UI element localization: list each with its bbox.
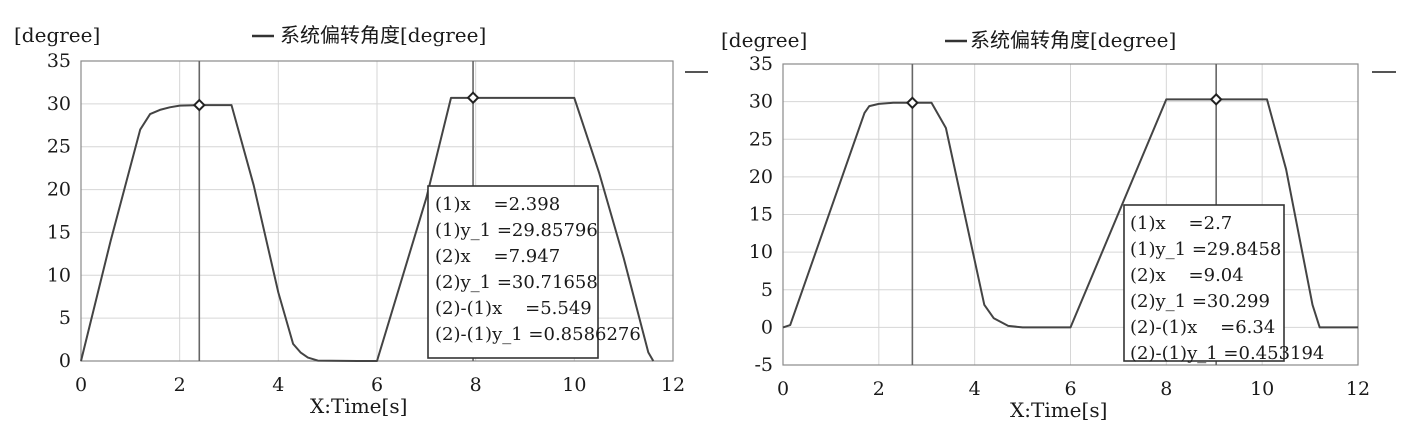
y-tick-label: 25 (47, 136, 71, 158)
x-axis-label-right: X:Time[s] (1010, 398, 1107, 422)
annotation-line: (1)y_1 =29.8458 (1130, 239, 1281, 260)
yticks-left: 0 5 10 15 20 25 30 35 (47, 50, 71, 372)
xticks-left: 0 2 4 6 8 10 12 (75, 374, 685, 396)
y-tick-label: 15 (749, 204, 773, 226)
plot-area-right (782, 63, 1359, 366)
y-tick-label: 20 (47, 179, 71, 201)
x-tick-label: 4 (969, 378, 981, 400)
x-tick-label: 0 (75, 374, 87, 396)
cursor-marker-1[interactable] (905, 96, 919, 110)
curve-right-group (782, 98, 1358, 329)
y-tick-label: 0 (761, 316, 773, 338)
x-tick-label: 4 (272, 374, 284, 396)
y-tick-label: 15 (47, 221, 71, 243)
y-axis-label-left: [degree] (14, 23, 100, 47)
annotation-line: (1)x =2.398 (435, 194, 560, 215)
annotation-line: (2)-(1)x =6.34 (1130, 317, 1275, 338)
x-tick-label: 8 (1160, 378, 1172, 400)
y-axis-label-right: [degree] (721, 28, 807, 52)
annotation-line: (2)x =7.947 (435, 246, 560, 267)
y-tick-label: 20 (749, 166, 773, 188)
x-tick-label: 2 (174, 374, 186, 396)
x-tick-label: 12 (1346, 378, 1370, 400)
annotation-line: (1)y_1 =29.85796 (435, 220, 598, 241)
y-tick-label: -5 (754, 354, 773, 376)
annotation-line: (2)x =9.04 (1130, 265, 1244, 286)
cursor-marker-1[interactable] (192, 98, 206, 112)
y-tick-label: 0 (59, 350, 71, 372)
annotation-line: (2)y_1 =30.71658 (435, 272, 598, 293)
y-tick-label: 5 (59, 307, 71, 329)
annotation-line: (2)y_1 =30.299 (1130, 291, 1270, 312)
annotation-box-left: (1)x =2.398 (1)y_1 =29.85796 (2)x =7.947 (2… (427, 185, 641, 359)
legend-label-right: 系统偏转角度[degree] (970, 28, 1176, 52)
xticks-right: 0 2 4 6 8 10 12 (777, 378, 1370, 400)
cursor-marker-2[interactable] (466, 91, 480, 105)
y-tick-label: 10 (749, 241, 773, 263)
x-tick-label: 6 (371, 374, 383, 396)
y-tick-label: 30 (749, 91, 773, 113)
annotation-line: (2)-(1)y_1 =0.453194 (1130, 343, 1324, 364)
x-tick-label: 10 (562, 374, 586, 396)
x-tick-label: 10 (1250, 378, 1274, 400)
x-tick-label: 12 (661, 374, 685, 396)
x-tick-label: 6 (1064, 378, 1076, 400)
series-line-right (782, 98, 1358, 329)
chart-left: 0 2 4 6 8 10 12 0 5 10 15 20 25 30 35 [degree] 系统偏转角度… (14, 23, 708, 418)
yticks-right: -5 0 5 10 15 20 25 30 35 (749, 53, 773, 376)
x-axis-label-left: X:Time[s] (310, 394, 407, 418)
series-line-left (80, 96, 655, 362)
y-tick-label: 5 (761, 279, 773, 301)
curve-left-group (80, 96, 655, 362)
annotation-line: (1)x =2.7 (1130, 213, 1232, 234)
x-tick-label: 8 (470, 374, 482, 396)
cursor-marker-2[interactable] (1209, 92, 1223, 106)
legend-label-left: 系统偏转角度[degree] (280, 23, 486, 47)
y-tick-label: 25 (749, 128, 773, 150)
x-tick-label: 2 (873, 378, 885, 400)
annotation-line: (2)-(1)x =5.549 (435, 298, 592, 319)
annotation-box-right: (1)x =2.7 (1)y_1 =29.8458 (2)x =9.04 (2)y_1… (1123, 204, 1324, 364)
annotation-frame (427, 185, 599, 359)
y-tick-label: 10 (47, 264, 71, 286)
y-tick-label: 35 (749, 53, 773, 75)
y-tick-label: 30 (47, 93, 71, 115)
annotation-line: (2)-(1)y_1 =0.8586276 (435, 324, 641, 345)
x-tick-label: 0 (777, 378, 789, 400)
annotation-frame (1123, 204, 1285, 362)
y-tick-label: 35 (47, 50, 71, 72)
